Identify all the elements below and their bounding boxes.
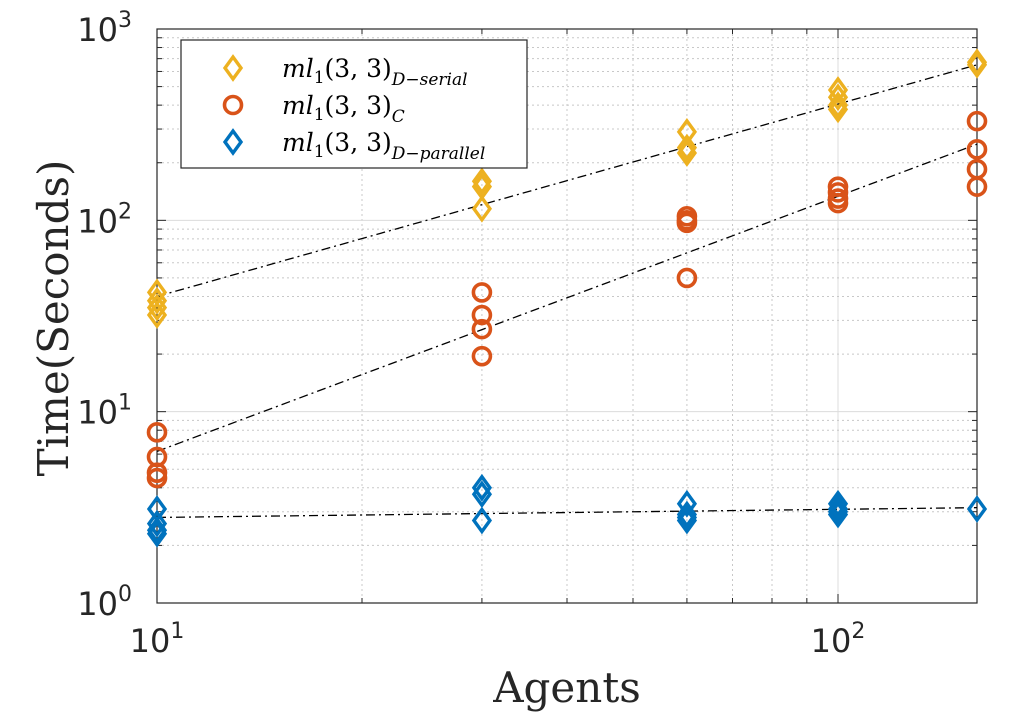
data-point [827, 500, 849, 529]
data-point [471, 304, 493, 326]
data-point [471, 480, 493, 509]
legend-label: ml1(3, 3)C [282, 91, 405, 127]
data-point [146, 467, 168, 489]
legend-marker [222, 128, 244, 156]
data-point [966, 110, 988, 132]
data-point [471, 506, 493, 535]
data-point [676, 212, 698, 234]
data-point [827, 182, 849, 203]
x-axis-title: Agents [492, 663, 641, 712]
data-point [146, 422, 168, 443]
data-point [471, 345, 493, 367]
data-point [471, 194, 493, 223]
data-point [676, 489, 698, 518]
data-point [146, 519, 168, 548]
x-tick-label: 102 [811, 619, 866, 660]
legend-marker [222, 94, 244, 116]
legend-marker [222, 54, 244, 82]
data-point [146, 286, 168, 315]
data-point [827, 83, 849, 112]
data-point [146, 509, 168, 538]
y-tick-label: 102 [77, 199, 132, 240]
y-axis-title: Time(Seconds) [29, 160, 78, 477]
data-point [827, 192, 849, 214]
data-point [146, 301, 168, 329]
data-point [966, 176, 988, 197]
data-point [966, 139, 988, 160]
data-point [676, 506, 698, 535]
data-point [471, 167, 493, 196]
fit-line [156, 507, 978, 519]
data-point [966, 50, 988, 79]
data-point [471, 473, 493, 502]
data-point [827, 489, 849, 518]
data-point [471, 282, 493, 303]
data-points [146, 48, 988, 548]
data-point [676, 500, 698, 529]
data-point [676, 133, 698, 162]
data-point [676, 503, 698, 532]
data-point [146, 516, 168, 545]
data-point [676, 139, 698, 167]
y-tick-label: 103 [77, 8, 132, 49]
data-point [827, 95, 849, 124]
legend-label: ml1(3, 3)D−parallel [282, 128, 485, 164]
y-tick-label: 100 [77, 582, 132, 623]
data-point [966, 495, 988, 523]
legend-label: ml1(3, 3)D−serial [282, 54, 468, 90]
y-tick-label: 101 [77, 391, 132, 432]
x-tick-label: 101 [130, 619, 185, 660]
data-point [146, 293, 168, 322]
data-point [827, 91, 849, 120]
data-point [471, 318, 493, 340]
data-point [676, 267, 698, 289]
